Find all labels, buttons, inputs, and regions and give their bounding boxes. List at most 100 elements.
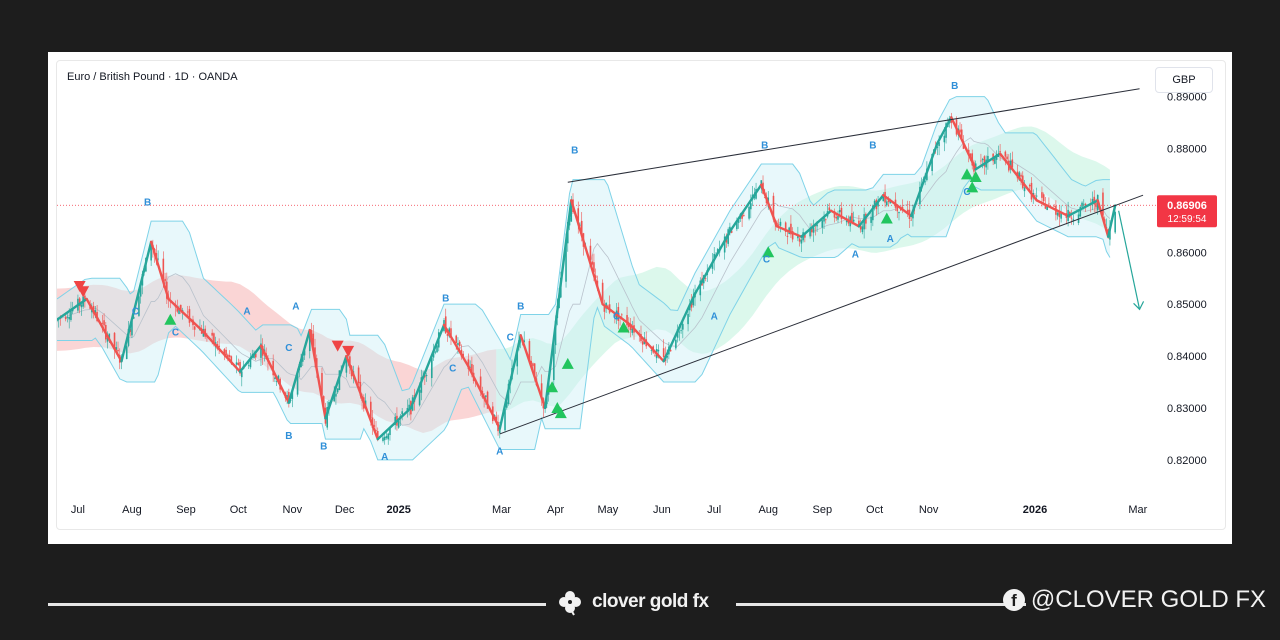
swing-line — [57, 297, 88, 321]
candle-body — [291, 391, 294, 400]
candle-body — [835, 216, 838, 219]
footer-divider-left — [48, 603, 546, 606]
candle-body — [837, 216, 839, 220]
candle-body — [240, 371, 243, 378]
candle-body — [682, 324, 684, 330]
candle-body — [336, 388, 339, 393]
candle-body — [603, 305, 606, 312]
x-axis: Jul Aug Sep Oct Nov Dec 2025 Mar Apr May Jun Jul Aug… — [71, 504, 1148, 516]
candle-body — [736, 220, 738, 230]
swing-line — [1035, 199, 1070, 218]
candle-body — [1102, 192, 1104, 216]
candle-body — [870, 216, 872, 223]
candle-body — [1006, 156, 1008, 160]
clover-icon — [559, 591, 581, 616]
candle-body — [790, 223, 792, 235]
x-tick-label: Apr — [547, 504, 564, 516]
candle-body — [1011, 159, 1014, 168]
candle-body — [260, 343, 262, 358]
candle-body — [833, 211, 836, 218]
candle-body — [565, 240, 567, 282]
candle-body — [704, 278, 707, 279]
x-tick-label: Jun — [653, 504, 671, 516]
trendline — [499, 194, 1144, 435]
candle-body — [748, 206, 750, 219]
buy-signal-triangle — [960, 168, 973, 180]
candle-body — [239, 362, 241, 374]
candle-body — [838, 209, 841, 213]
wave-label: A — [852, 249, 859, 260]
candle-body — [629, 325, 632, 331]
candle-body — [687, 313, 689, 325]
candle-body — [296, 372, 299, 395]
candle-body — [108, 333, 111, 340]
candle-body — [601, 282, 604, 305]
chart-pane[interactable]: B A A B B A B A B B B A C A B A B C C C C C C C 0.89000 0.88000 0.… — [56, 60, 1226, 530]
candle-body — [1095, 202, 1097, 208]
candle-body — [288, 392, 290, 401]
wave-label: A — [243, 307, 250, 318]
candle-body — [225, 349, 227, 356]
candle-body — [333, 393, 335, 402]
social-handle-text: @CLOVER GOLD FX — [1030, 586, 1266, 613]
wave-label: B — [442, 294, 449, 305]
sell-signal-triangle — [77, 286, 90, 298]
candle-body — [873, 200, 876, 205]
candle-body — [987, 155, 989, 163]
candle-body — [654, 355, 656, 357]
candle-body — [424, 375, 426, 378]
candle-body — [64, 317, 67, 320]
candle-body — [498, 428, 501, 434]
candle-body — [811, 226, 813, 233]
candle-body — [504, 408, 506, 431]
candle-body — [743, 215, 745, 216]
candle-body — [936, 146, 939, 148]
candle-body — [302, 357, 304, 362]
swing-line — [728, 183, 763, 233]
swing-line — [308, 328, 327, 420]
candle-body — [335, 393, 337, 397]
candle-body — [70, 310, 72, 320]
brand-name: clover gold fx — [592, 591, 709, 612]
candle-body — [924, 181, 926, 183]
wave-label: C — [449, 364, 456, 375]
candle-body — [784, 222, 787, 233]
candle-body — [387, 433, 390, 440]
candle-body — [945, 123, 947, 138]
y-tick-label: 0.82000 — [1167, 455, 1207, 467]
swing-line — [442, 323, 470, 368]
candle-body — [692, 296, 695, 306]
x-tick-label: Jul — [71, 504, 85, 516]
candle-body — [235, 362, 238, 365]
candle-body — [103, 320, 105, 326]
candle-body — [458, 341, 461, 347]
indicator-bands — [57, 96, 1111, 461]
candle-body — [84, 295, 86, 302]
swing-line — [693, 230, 732, 295]
candle-body — [910, 219, 912, 221]
swing-line — [662, 292, 697, 363]
wave-label: A — [496, 447, 503, 458]
candle-body — [1023, 187, 1026, 192]
candle-body — [896, 204, 899, 212]
candle-body — [690, 301, 693, 308]
candle-body — [1035, 195, 1038, 197]
candle-body — [1058, 211, 1061, 218]
sell-signal-triangle — [331, 340, 344, 352]
candle-body — [113, 332, 116, 350]
candle-body — [364, 400, 367, 407]
swing-line — [1096, 199, 1110, 238]
candle-body — [528, 341, 531, 361]
wave-label: B — [761, 140, 768, 151]
candle-body — [1044, 204, 1047, 209]
candle-body — [78, 298, 81, 307]
candle-body — [274, 377, 276, 380]
candle-body — [1079, 206, 1082, 217]
candle-body — [798, 238, 801, 242]
candle-body — [375, 430, 377, 432]
currency-button[interactable]: GBP — [1155, 67, 1213, 93]
candle-body — [479, 376, 482, 392]
candle-body — [889, 200, 892, 204]
candle-body — [617, 306, 620, 321]
